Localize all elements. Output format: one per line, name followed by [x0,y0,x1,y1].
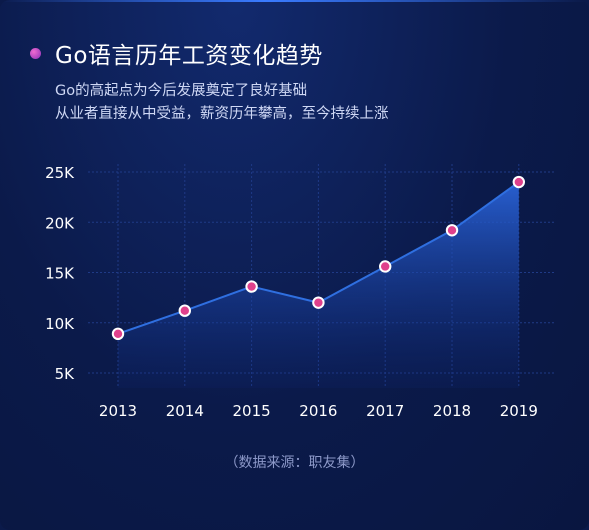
subtitle-line-2: 从业者直接从中受益，薪资历年攀高，至今持续上涨 [55,106,389,122]
y-tick-label: 25K [45,164,75,182]
y-tick-label: 5K [55,365,76,383]
x-tick-label: 2015 [233,402,271,420]
x-tick-label: 2018 [433,402,471,420]
area-chart: 5K 10K 15K 20K 25K 2013 2014 2015 2016 2017 2018 20… [45,164,555,420]
chart-title: Go语言历年工资变化趋势 [55,43,323,69]
area-fill [118,182,519,388]
data-source-note: （数据来源：职友集） [224,455,365,471]
data-point-2013 [111,327,125,341]
data-point-2017 [379,260,392,273]
data-point-2019 [512,175,525,189]
data-point-2015 [245,280,258,293]
x-tick-label: 2014 [166,402,204,420]
y-tick-label: 10K [45,315,75,333]
top-accent-line [0,0,589,2]
x-tick-label: 2016 [299,402,337,420]
data-point-2016 [312,296,325,309]
x-tick-label: 2019 [500,402,538,420]
subtitle-line-1: Go的高起点为今后发展奠定了良好基础 [55,83,308,99]
y-tick-label: 20K [45,214,75,232]
bullet-dot-icon [30,47,41,59]
x-tick-label: 2017 [366,402,404,420]
x-tick-label: 2013 [99,402,137,420]
y-tick-label: 15K [45,265,75,283]
data-point-2018 [445,224,459,237]
title-row: Go语言历年工资变化趋势 [30,36,323,70]
data-point-2014 [178,304,192,317]
